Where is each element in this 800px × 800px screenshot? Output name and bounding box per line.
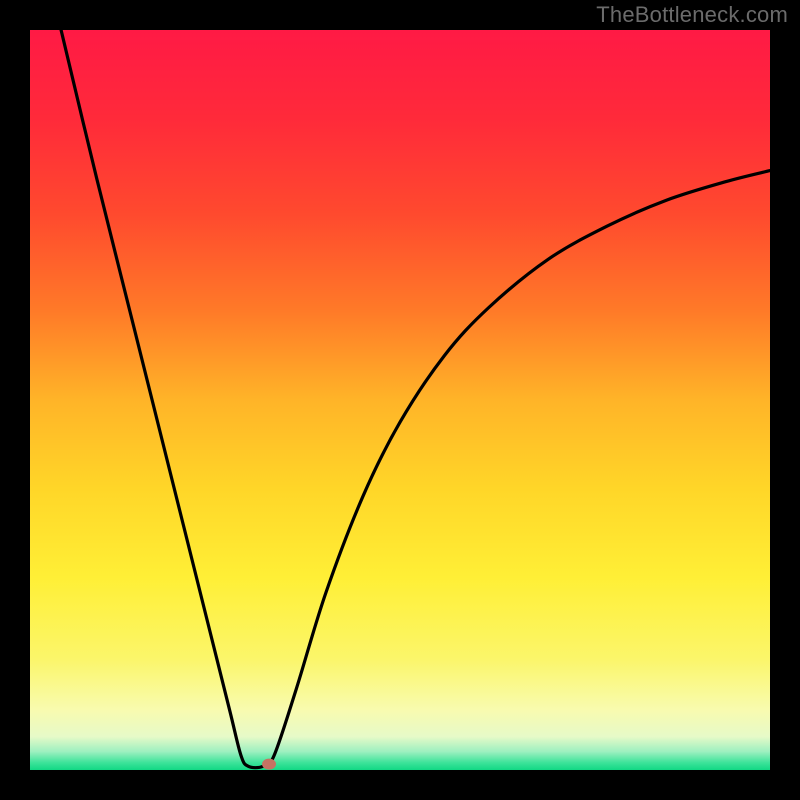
bottleneck-chart [0, 0, 800, 800]
optimal-point-marker [262, 759, 276, 770]
watermark-text: TheBottleneck.com [596, 2, 788, 28]
plot-background [30, 30, 770, 770]
chart-container: TheBottleneck.com [0, 0, 800, 800]
